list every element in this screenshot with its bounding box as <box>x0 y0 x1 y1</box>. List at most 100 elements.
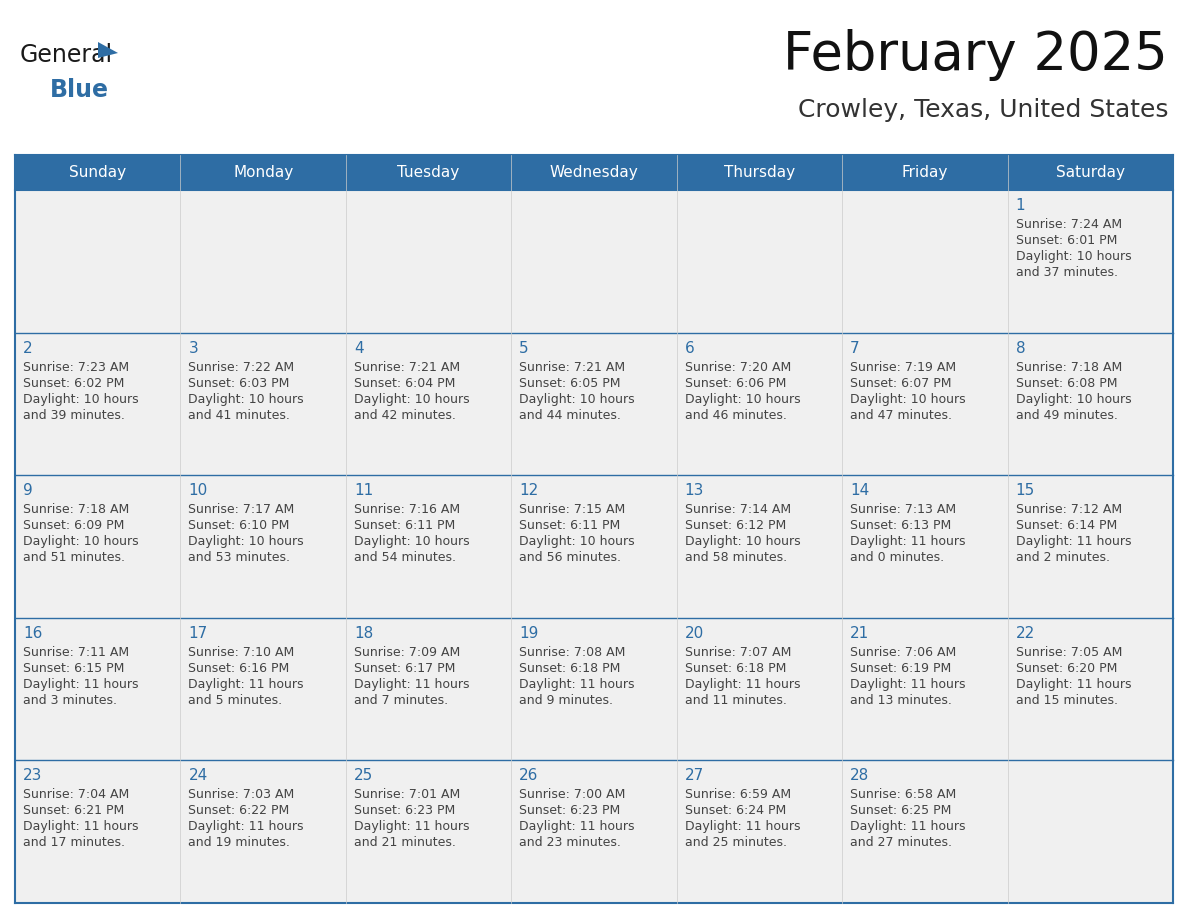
Text: Daylight: 11 hours: Daylight: 11 hours <box>519 677 634 691</box>
Text: and 2 minutes.: and 2 minutes. <box>1016 551 1110 565</box>
Text: Sunrise: 7:07 AM: Sunrise: 7:07 AM <box>684 645 791 659</box>
Bar <box>511 155 677 190</box>
Text: 2: 2 <box>23 341 32 355</box>
Text: 27: 27 <box>684 768 704 783</box>
Text: Crowley, Texas, United States: Crowley, Texas, United States <box>797 98 1168 122</box>
Text: Sunset: 6:02 PM: Sunset: 6:02 PM <box>23 376 125 389</box>
Text: and 11 minutes.: and 11 minutes. <box>684 694 786 707</box>
Text: Sunset: 6:10 PM: Sunset: 6:10 PM <box>189 520 290 532</box>
Bar <box>1007 476 1173 618</box>
Text: 18: 18 <box>354 626 373 641</box>
Bar <box>677 760 842 903</box>
Text: 5: 5 <box>519 341 529 355</box>
Bar <box>346 155 511 190</box>
Text: 7: 7 <box>851 341 860 355</box>
Text: and 58 minutes.: and 58 minutes. <box>684 551 786 565</box>
Text: Sunrise: 7:12 AM: Sunrise: 7:12 AM <box>1016 503 1121 516</box>
Text: Sunset: 6:11 PM: Sunset: 6:11 PM <box>354 520 455 532</box>
Text: Daylight: 11 hours: Daylight: 11 hours <box>1016 677 1131 691</box>
Text: 15: 15 <box>1016 483 1035 498</box>
Text: Sunset: 6:23 PM: Sunset: 6:23 PM <box>519 804 620 817</box>
Text: and 56 minutes.: and 56 minutes. <box>519 551 621 565</box>
Text: Daylight: 11 hours: Daylight: 11 hours <box>189 821 304 834</box>
Text: Daylight: 10 hours: Daylight: 10 hours <box>354 393 469 406</box>
Text: Sunset: 6:17 PM: Sunset: 6:17 PM <box>354 662 455 675</box>
Bar <box>181 760 346 903</box>
Text: 24: 24 <box>189 768 208 783</box>
Text: Sunrise: 7:04 AM: Sunrise: 7:04 AM <box>23 789 129 801</box>
Text: Daylight: 10 hours: Daylight: 10 hours <box>23 393 139 406</box>
Text: and 13 minutes.: and 13 minutes. <box>851 694 952 707</box>
Text: Sunrise: 7:18 AM: Sunrise: 7:18 AM <box>1016 361 1121 374</box>
Bar <box>677 155 842 190</box>
Text: Daylight: 10 hours: Daylight: 10 hours <box>519 535 634 548</box>
Text: 9: 9 <box>23 483 33 498</box>
Text: Daylight: 11 hours: Daylight: 11 hours <box>851 535 966 548</box>
Text: and 46 minutes.: and 46 minutes. <box>684 409 786 421</box>
Text: Sunset: 6:11 PM: Sunset: 6:11 PM <box>519 520 620 532</box>
Text: Sunset: 6:21 PM: Sunset: 6:21 PM <box>23 804 125 817</box>
Text: Sunset: 6:18 PM: Sunset: 6:18 PM <box>519 662 620 675</box>
Text: 10: 10 <box>189 483 208 498</box>
Text: Thursday: Thursday <box>723 165 795 180</box>
Bar <box>842 332 1007 476</box>
Text: and 19 minutes.: and 19 minutes. <box>189 836 290 849</box>
Text: Daylight: 11 hours: Daylight: 11 hours <box>519 821 634 834</box>
Bar <box>15 618 181 760</box>
Bar <box>181 190 346 332</box>
Text: Sunset: 6:12 PM: Sunset: 6:12 PM <box>684 520 786 532</box>
Text: and 53 minutes.: and 53 minutes. <box>189 551 290 565</box>
Text: 20: 20 <box>684 626 704 641</box>
Text: Monday: Monday <box>233 165 293 180</box>
Text: Sunrise: 7:18 AM: Sunrise: 7:18 AM <box>23 503 129 516</box>
Text: Sunset: 6:24 PM: Sunset: 6:24 PM <box>684 804 786 817</box>
Bar <box>1007 618 1173 760</box>
Text: Sunset: 6:07 PM: Sunset: 6:07 PM <box>851 376 952 389</box>
Bar <box>842 760 1007 903</box>
Text: Sunrise: 6:59 AM: Sunrise: 6:59 AM <box>684 789 791 801</box>
Text: Daylight: 11 hours: Daylight: 11 hours <box>189 677 304 691</box>
Text: Daylight: 11 hours: Daylight: 11 hours <box>354 677 469 691</box>
Text: and 42 minutes.: and 42 minutes. <box>354 409 456 421</box>
Text: Sunrise: 7:15 AM: Sunrise: 7:15 AM <box>519 503 626 516</box>
Bar <box>511 332 677 476</box>
Text: Daylight: 11 hours: Daylight: 11 hours <box>851 821 966 834</box>
Bar <box>15 760 181 903</box>
Text: and 27 minutes.: and 27 minutes. <box>851 836 952 849</box>
Text: Sunset: 6:16 PM: Sunset: 6:16 PM <box>189 662 290 675</box>
Text: Sunset: 6:08 PM: Sunset: 6:08 PM <box>1016 376 1117 389</box>
Bar <box>1007 332 1173 476</box>
Text: Sunrise: 7:21 AM: Sunrise: 7:21 AM <box>519 361 625 374</box>
Text: Sunset: 6:09 PM: Sunset: 6:09 PM <box>23 520 125 532</box>
Bar <box>346 332 511 476</box>
Bar <box>677 618 842 760</box>
Text: and 25 minutes.: and 25 minutes. <box>684 836 786 849</box>
Text: and 3 minutes.: and 3 minutes. <box>23 694 116 707</box>
Text: Daylight: 11 hours: Daylight: 11 hours <box>23 677 139 691</box>
Text: 11: 11 <box>354 483 373 498</box>
Bar <box>346 618 511 760</box>
Bar <box>15 155 181 190</box>
Text: Sunset: 6:19 PM: Sunset: 6:19 PM <box>851 662 952 675</box>
Text: Sunrise: 7:00 AM: Sunrise: 7:00 AM <box>519 789 626 801</box>
Text: 6: 6 <box>684 341 695 355</box>
Text: 19: 19 <box>519 626 538 641</box>
Text: and 37 minutes.: and 37 minutes. <box>1016 266 1118 279</box>
Text: Sunrise: 7:19 AM: Sunrise: 7:19 AM <box>851 361 956 374</box>
Text: and 44 minutes.: and 44 minutes. <box>519 409 621 421</box>
Text: 21: 21 <box>851 626 870 641</box>
Bar <box>181 155 346 190</box>
Text: Daylight: 10 hours: Daylight: 10 hours <box>1016 250 1131 263</box>
Text: 8: 8 <box>1016 341 1025 355</box>
Text: Sunset: 6:20 PM: Sunset: 6:20 PM <box>1016 662 1117 675</box>
Text: Daylight: 10 hours: Daylight: 10 hours <box>684 393 801 406</box>
Text: Daylight: 11 hours: Daylight: 11 hours <box>354 821 469 834</box>
Text: Sunset: 6:01 PM: Sunset: 6:01 PM <box>1016 234 1117 247</box>
Text: Sunrise: 7:21 AM: Sunrise: 7:21 AM <box>354 361 460 374</box>
Bar <box>511 760 677 903</box>
Bar <box>677 332 842 476</box>
Text: Sunrise: 7:24 AM: Sunrise: 7:24 AM <box>1016 218 1121 231</box>
Bar <box>842 190 1007 332</box>
Bar <box>181 476 346 618</box>
Bar <box>511 476 677 618</box>
